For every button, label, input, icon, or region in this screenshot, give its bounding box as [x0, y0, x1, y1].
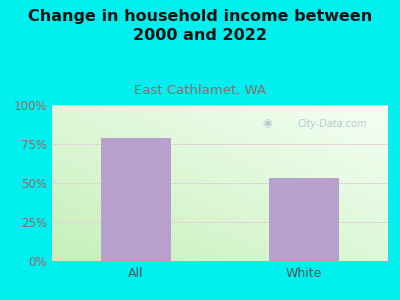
Bar	[269, 178, 339, 261]
Text: ◉: ◉	[262, 119, 272, 129]
Text: East Cathlamet, WA: East Cathlamet, WA	[134, 84, 266, 97]
Text: City-Data.com: City-Data.com	[297, 119, 367, 129]
Text: Change in household income between
2000 and 2022: Change in household income between 2000 …	[28, 9, 372, 43]
Bar	[101, 138, 171, 261]
